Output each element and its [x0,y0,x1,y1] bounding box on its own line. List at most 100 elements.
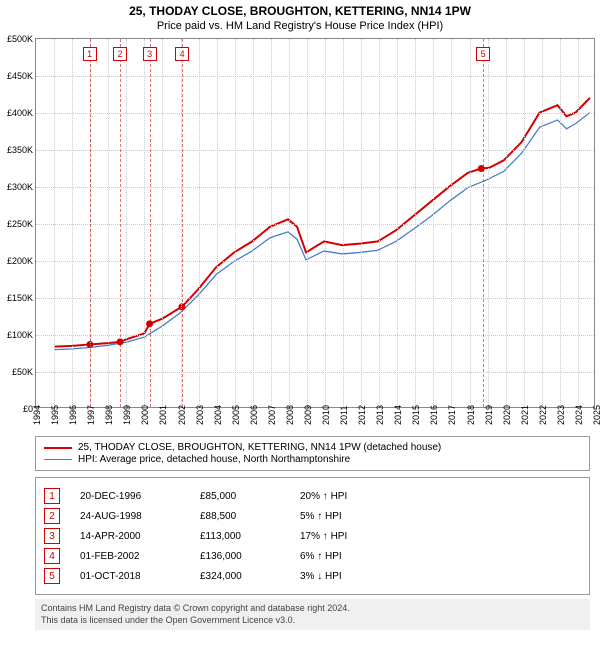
sale-marker-badge: 1 [83,47,97,61]
transaction-date: 01-FEB-2002 [80,551,180,562]
x-axis-label: 1996 [68,405,78,425]
transaction-pct: 17% ↑ HPI [300,531,400,542]
x-axis-label: 2003 [195,405,205,425]
transaction-pct: 3% ↓ HPI [300,571,400,582]
gridline-vertical [560,39,561,407]
x-axis-label: 2023 [556,405,566,425]
transaction-badge: 2 [44,508,60,524]
x-axis-label: 2024 [574,405,584,425]
x-axis-label: 2011 [339,406,349,425]
transaction-date: 14-APR-2000 [80,531,180,542]
x-axis-label: 2006 [249,405,259,425]
gridline-vertical [397,39,398,407]
gridline-vertical [506,39,507,407]
legend-swatch [44,459,72,460]
sale-marker-line [120,39,121,407]
x-axis-label: 1994 [32,405,42,425]
gridline-vertical [488,39,489,407]
x-axis-label: 2021 [520,405,530,425]
gridline-vertical [542,39,543,407]
chart-container: 25, THODAY CLOSE, BROUGHTON, KETTERING, … [0,4,600,654]
sale-marker-badge: 4 [175,47,189,61]
transaction-price: £324,000 [200,571,280,582]
transaction-badge: 1 [44,488,60,504]
gridline-vertical [470,39,471,407]
gridline-vertical [451,39,452,407]
x-axis-label: 2013 [375,405,385,425]
chart-subtitle: Price paid vs. HM Land Registry's House … [0,20,600,32]
gridline-vertical [199,39,200,407]
chart-title: 25, THODAY CLOSE, BROUGHTON, KETTERING, … [0,4,600,18]
x-axis-label: 2009 [303,405,313,425]
x-axis-label: 2025 [592,405,600,425]
transaction-price: £113,000 [200,531,280,542]
gridline-vertical [343,39,344,407]
transaction-price: £136,000 [200,551,280,562]
gridline-vertical [108,39,109,407]
sale-marker-line [150,39,151,407]
y-axis-label: £100K [7,330,36,340]
y-axis-label: £500K [7,34,36,44]
footer-attribution: Contains HM Land Registry data © Crown c… [35,599,590,630]
y-axis-label: £50K [12,367,36,377]
legend-label: 25, THODAY CLOSE, BROUGHTON, KETTERING, … [78,442,441,453]
gridline-vertical [271,39,272,407]
x-axis-label: 2015 [411,405,421,425]
x-axis-label: 2022 [538,405,548,425]
x-axis-label: 2016 [429,405,439,425]
transaction-row: 5 01-OCT-2018 £324,000 3% ↓ HPI [44,568,581,584]
legend-label: HPI: Average price, detached house, Nort… [78,454,350,465]
transaction-row: 4 01-FEB-2002 £136,000 6% ↑ HPI [44,548,581,564]
x-axis-label: 2020 [502,405,512,425]
x-axis-label: 1997 [86,405,96,425]
transaction-date: 24-AUG-1998 [80,511,180,522]
transaction-date: 01-OCT-2018 [80,571,180,582]
sale-marker-badge: 5 [476,47,490,61]
legend: 25, THODAY CLOSE, BROUGHTON, KETTERING, … [35,436,590,471]
x-axis-label: 2010 [321,405,331,425]
chart-plot-area: £0£50K£100K£150K£200K£250K£300K£350K£400… [35,38,595,408]
y-axis-label: £150K [7,293,36,303]
legend-item: 25, THODAY CLOSE, BROUGHTON, KETTERING, … [44,442,581,453]
gridline-vertical [144,39,145,407]
x-axis-label: 1998 [104,405,114,425]
y-axis-label: £350K [7,145,36,155]
gridline-vertical [235,39,236,407]
sale-marker-line [483,39,484,407]
transaction-badge: 3 [44,528,60,544]
gridline-vertical [289,39,290,407]
x-axis-label: 2008 [285,405,295,425]
x-axis-label: 2014 [393,405,403,425]
transaction-price: £88,500 [200,511,280,522]
transaction-row: 120-DEC-1996£85,00020% ↑ HPI [44,488,581,504]
y-axis-label: £250K [7,219,36,229]
x-axis-label: 2012 [357,405,367,425]
gridline-vertical [433,39,434,407]
y-axis-label: £200K [7,256,36,266]
x-axis-label: 2004 [213,405,223,425]
series-line [54,113,589,350]
transaction-pct: 5% ↑ HPI [300,511,400,522]
transaction-pct: 6% ↑ HPI [300,551,400,562]
sale-marker-line [182,39,183,407]
gridline-vertical [72,39,73,407]
transaction-badge: 4 [44,548,60,564]
sale-marker-line [90,39,91,407]
gridline-vertical [415,39,416,407]
x-axis-label: 2018 [466,405,476,425]
gridline-vertical [253,39,254,407]
x-axis-label: 2000 [140,405,150,425]
x-axis-label: 2019 [484,405,494,425]
x-axis-label: 2005 [231,405,241,425]
gridline-vertical [361,39,362,407]
transaction-badge: 5 [44,568,60,584]
gridline-vertical [54,39,55,407]
transactions-table: 120-DEC-1996£85,00020% ↑ HPI 2 24-AUG-1998… [35,477,590,595]
transaction-price: £85,000 [200,491,280,502]
x-axis-label: 2002 [177,405,187,425]
gridline-vertical [217,39,218,407]
x-axis-label: 1995 [50,405,60,425]
sale-marker-badge: 2 [113,47,127,61]
legend-swatch [44,447,72,449]
gridline-vertical [325,39,326,407]
